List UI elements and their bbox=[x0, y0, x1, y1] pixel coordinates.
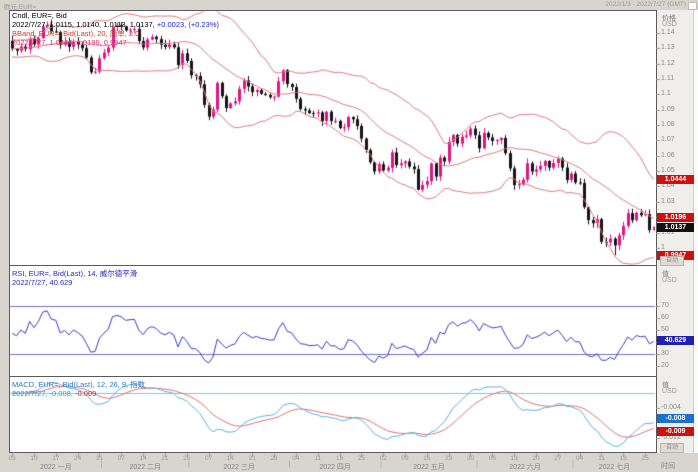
price-panel[interactable] bbox=[9, 10, 657, 266]
x-axis-title: 时间 bbox=[661, 463, 675, 470]
x-axis-day-label: 07 bbox=[117, 455, 125, 462]
x-axis-month-separator: | bbox=[476, 461, 478, 468]
price-axis-auto-button[interactable]: 自动 bbox=[660, 256, 684, 266]
price-axis-unit: USD bbox=[662, 21, 677, 28]
last-price-badge: 1.0137 bbox=[657, 223, 694, 232]
x-axis-day-label: 24 bbox=[74, 455, 82, 462]
x-axis-day-label: 25 bbox=[357, 455, 365, 462]
x-axis-day-label: 14 bbox=[226, 455, 235, 462]
x-axis-month-label: 2022 五月 bbox=[413, 464, 445, 471]
x-axis-day-label: 11 bbox=[598, 455, 605, 462]
rsi-legend[interactable]: RSI, EUR=, Bid(Last), 14, 威尔德平滑 2022/7/2… bbox=[12, 269, 137, 287]
x-axis-day-label: 31 bbox=[95, 455, 104, 462]
rsi-legend-series[interactable]: RSI, EUR=, Bid(Last), 14, 威尔德平滑 bbox=[12, 269, 138, 278]
price-legend-ohlc-values: 2022/7/27, 1.0115, 1.0140, 1.0113, 1.013… bbox=[12, 20, 157, 29]
x-axis-month-separator: | bbox=[572, 461, 574, 468]
macd-value-badge: -0.008 bbox=[657, 414, 694, 423]
x-axis-day-label: 17 bbox=[52, 455, 60, 462]
x-axis-day-label: 11 bbox=[314, 455, 322, 462]
bband-mid-badge: 1.0196 bbox=[657, 213, 694, 222]
macd-legend-values[interactable]: 2022/7/27, -0.008, -0.009 bbox=[12, 389, 145, 398]
x-axis-day-label: 06 bbox=[488, 455, 496, 462]
x-axis-month-separator: | bbox=[100, 461, 103, 468]
price-legend-series[interactable]: Cndl, EUR=, Bid bbox=[12, 11, 67, 20]
x-axis-day-label: 21 bbox=[161, 455, 169, 462]
x-axis-day-label: 25 bbox=[641, 455, 649, 462]
x-axis-day-label: 04 bbox=[575, 455, 584, 462]
bband-upper-badge: 1.0444 bbox=[657, 175, 694, 184]
macd-legend-series[interactable]: MACD, EUR=, Bid(Last), 12, 26, 9, 指数 bbox=[12, 380, 146, 389]
x-axis-day-label: 04 bbox=[292, 455, 300, 462]
x-axis-day-label: 09 bbox=[401, 455, 409, 462]
macd-legend-signal-value: -0.009 bbox=[74, 389, 97, 398]
macd-legend-macd-value: 2022/7/27, -0.008, bbox=[12, 389, 75, 398]
x-axis-day-label: 14 bbox=[139, 455, 147, 462]
macd-axis-auto-button[interactable]: 自动 bbox=[660, 443, 684, 453]
x-axis-month-label: 2022 七月 bbox=[598, 464, 631, 471]
bband-legend-values[interactable]: 2022/7/27, 1.0444, 1.0196, 0.9947 bbox=[12, 38, 127, 47]
bband-legend-series[interactable]: BBand, EUR=, Bid(Last), 20, 简单, 2.0 bbox=[12, 29, 140, 38]
price-legend[interactable]: Cndl, EUR=, Bid 2022/7/27, 1.0115, 1.014… bbox=[12, 11, 219, 47]
x-axis-month-label: 2022 二月 bbox=[129, 464, 162, 471]
rsi-axis-unit: USD bbox=[662, 277, 677, 284]
macd-signal-badge: -0.009 bbox=[657, 427, 694, 436]
x-axis-month-label: 2022 一月 bbox=[40, 464, 72, 471]
x-axis-month-separator: | bbox=[288, 461, 291, 468]
rsi-value-badge: 40.629 bbox=[657, 336, 694, 345]
macd-axis-unit: USD bbox=[662, 388, 677, 395]
macd-legend[interactable]: MACD, EUR=, Bid(Last), 12, 26, 9, 指数 202… bbox=[12, 380, 145, 398]
x-axis-day-label: 18 bbox=[335, 455, 344, 462]
x-axis-day-label: 30 bbox=[466, 455, 475, 462]
x-axis-day-label: 18 bbox=[619, 455, 627, 462]
rsi-legend-value[interactable]: 2022/7/27, 40.629 bbox=[12, 278, 73, 287]
price-legend-ohlc[interactable]: 2022/7/27, 1.0115, 1.0140, 1.0113, 1.013… bbox=[12, 20, 219, 29]
x-axis-day-label: 21 bbox=[248, 455, 256, 462]
x-axis-day-label: 07 bbox=[204, 455, 213, 462]
x-axis-day-label: 20 bbox=[532, 455, 540, 462]
x-axis-month-label: 2022 四月 bbox=[319, 464, 351, 471]
x-axis-day-label: 02 bbox=[379, 455, 387, 462]
window-corner-icon bbox=[688, 2, 697, 10]
x-axis-day-label: 03 bbox=[8, 455, 16, 462]
x-axis-month-label: 2022 六月 bbox=[509, 464, 541, 471]
x-axis-day-label: 10 bbox=[30, 455, 38, 462]
price-legend-change: +0.0023, (+0.23%) bbox=[156, 20, 219, 29]
x-axis-month-separator: | bbox=[188, 461, 190, 468]
x-axis-day-label: 28 bbox=[183, 455, 191, 462]
x-axis-month-label: 2022 三月 bbox=[223, 464, 255, 471]
x-axis-day-label: 13 bbox=[510, 455, 518, 462]
x-axis-day-label: 16 bbox=[423, 455, 431, 462]
x-axis-month-separator: | bbox=[380, 461, 382, 468]
x-axis-day-label: 28 bbox=[270, 455, 278, 462]
window-date-range: 2022/1/3 - 2022/7/27 (GMT) bbox=[605, 1, 686, 8]
x-axis-day-label: 23 bbox=[445, 455, 453, 462]
x-axis-day-label: 27 bbox=[554, 455, 562, 462]
